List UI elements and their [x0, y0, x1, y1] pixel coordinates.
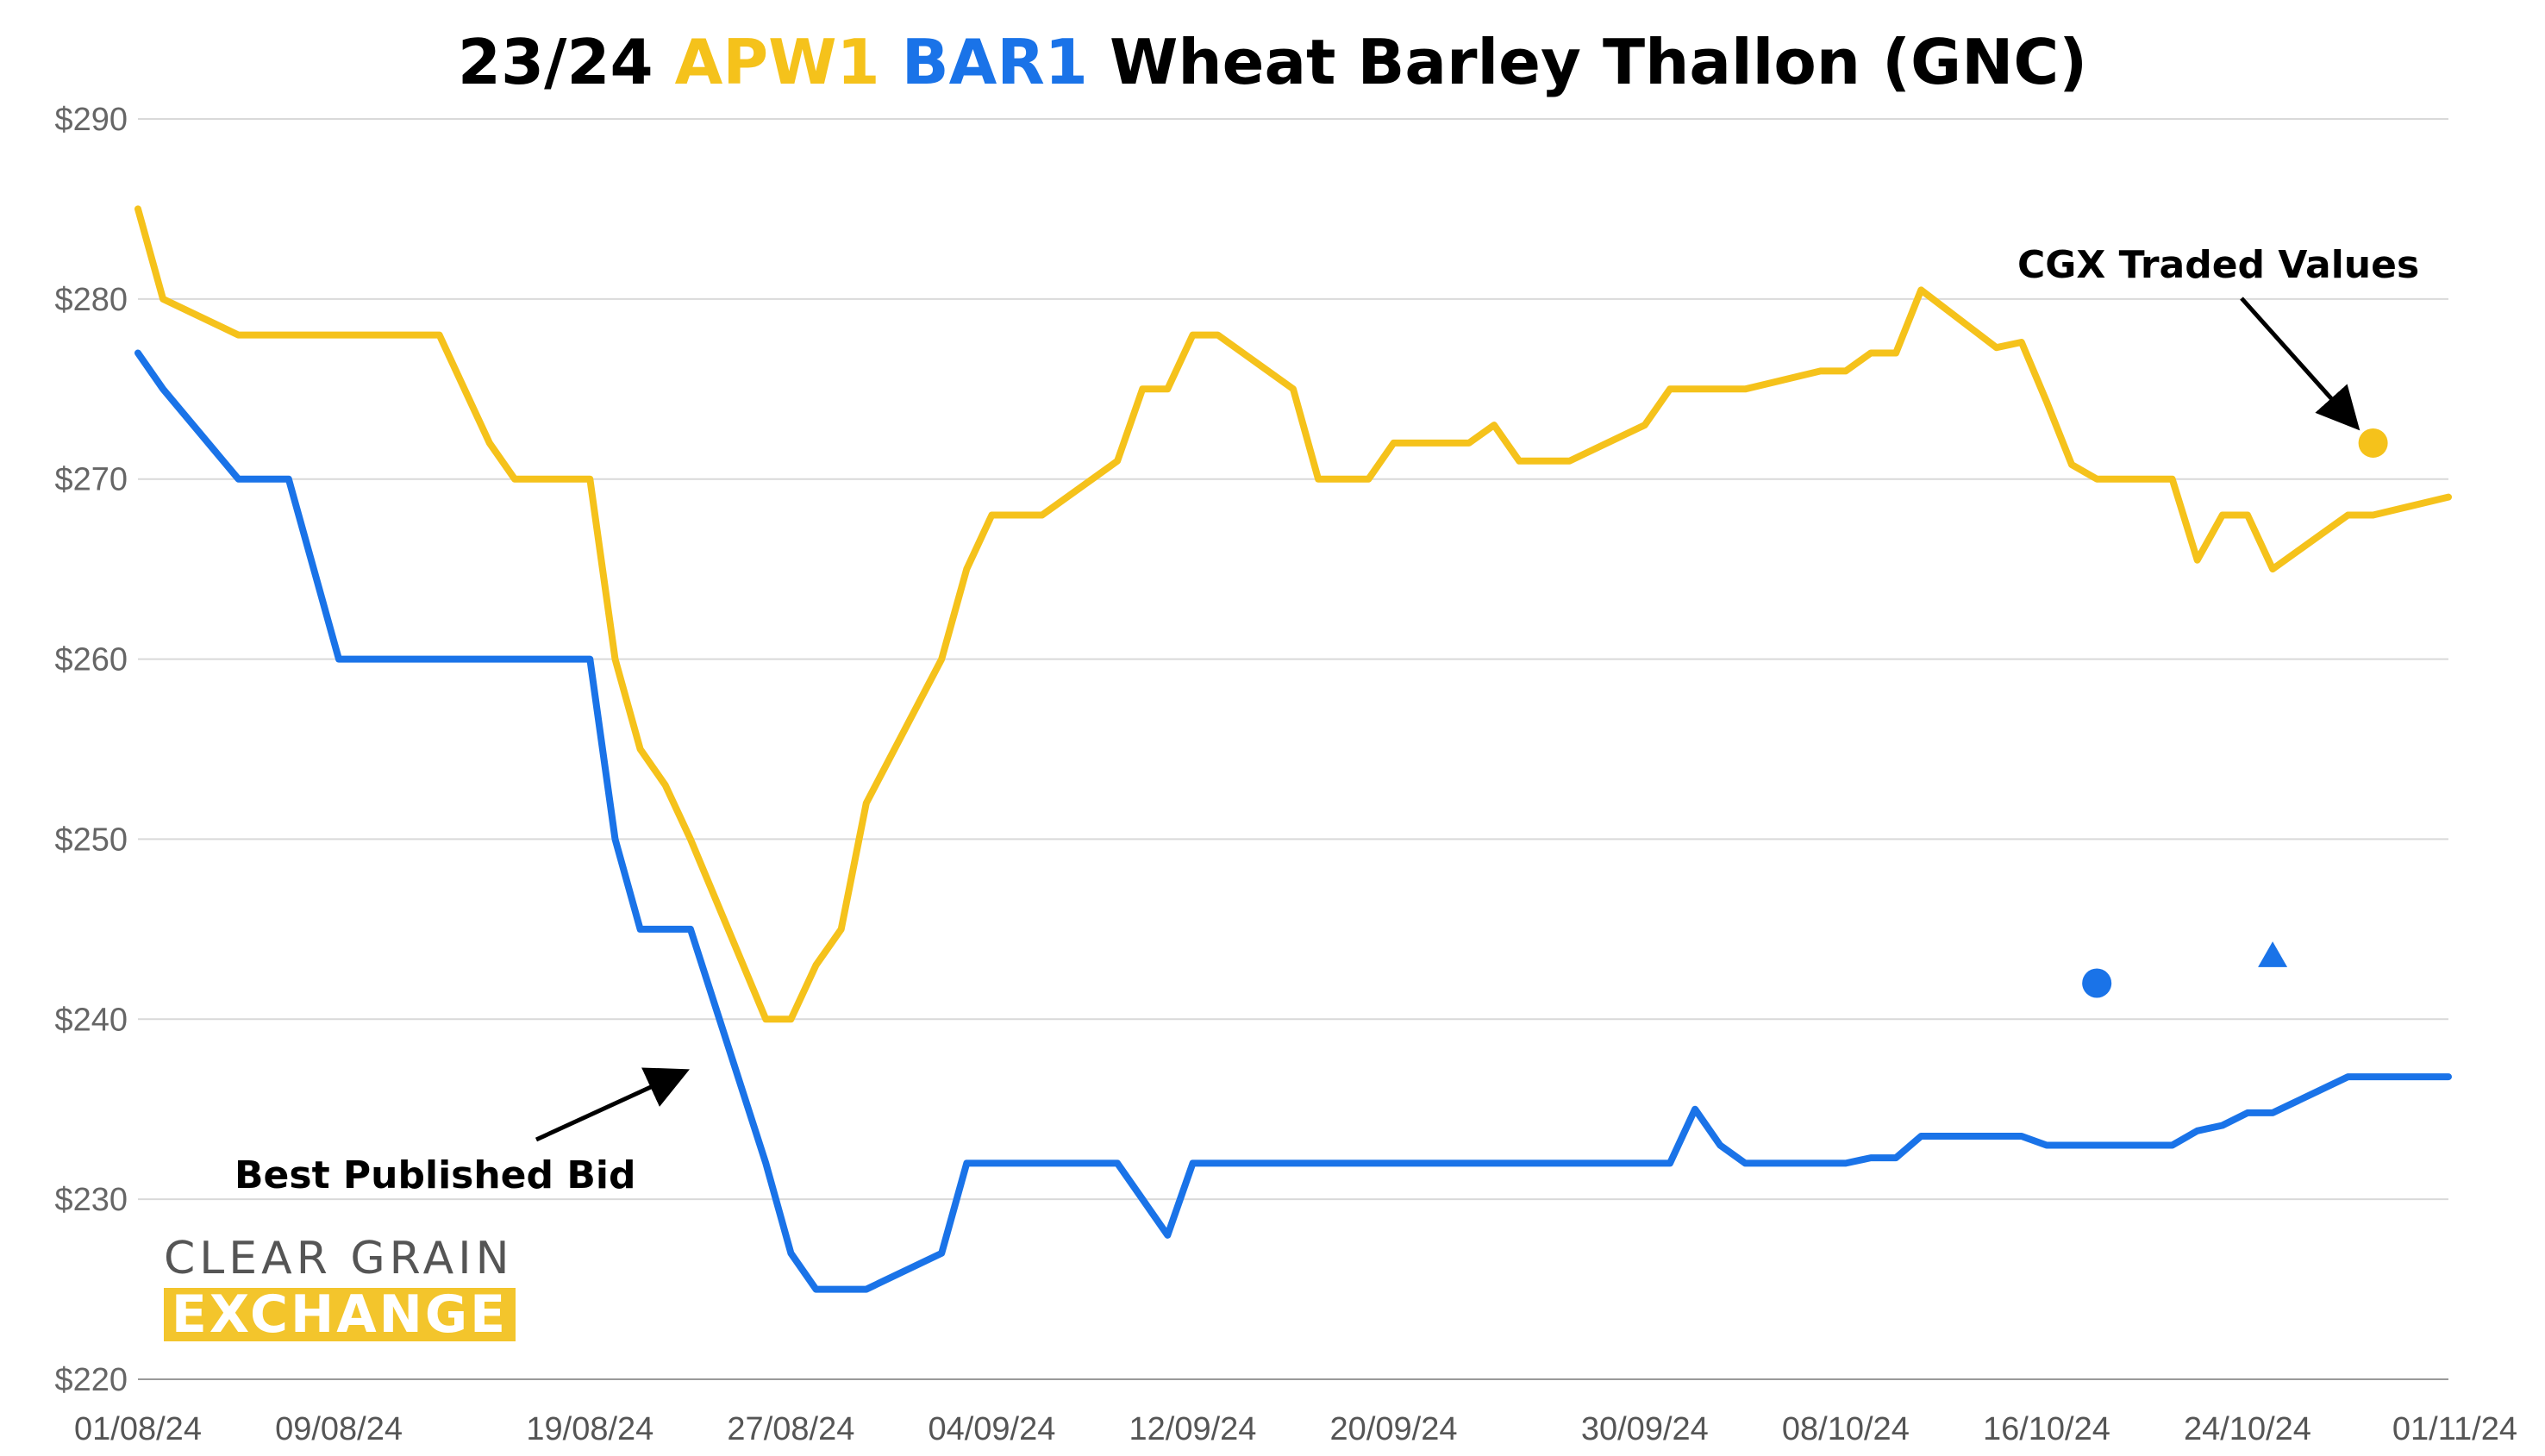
clear-grain-exchange-logo: CLEAR GRAIN EXCHANGE	[164, 1234, 516, 1341]
title-part-1: 23/24	[457, 26, 675, 98]
x-tick-label: 04/09/24	[928, 1411, 1055, 1447]
y-tick-label: $240	[54, 1002, 128, 1038]
annotation-cgx-traded-values: CGX Traded Values	[2017, 243, 2419, 287]
annotation-arrow-best-bid	[535, 1067, 690, 1142]
x-tick-label: 12/09/24	[1129, 1411, 1257, 1447]
y-tick-label: $270	[54, 462, 128, 498]
traded-point-bar1	[2082, 968, 2112, 998]
x-tick-label: 19/08/24	[526, 1411, 653, 1447]
y-tick-label: $250	[54, 822, 128, 858]
logo-line-1: CLEAR GRAIN	[164, 1233, 514, 1284]
y-tick-label: $220	[54, 1362, 128, 1398]
series-line-apw1	[134, 205, 2452, 1023]
y-axis-tick-labels: $220 $230 $240 $250 $260 $270 $280 $290	[54, 102, 128, 1398]
chart-title: 23/24 APW1 BAR1 Wheat Barley Thallon (GN…	[0, 26, 2545, 98]
x-tick-label: 01/11/24	[2392, 1411, 2517, 1447]
x-tick-label: 01/08/24	[74, 1411, 202, 1447]
title-apw1: APW1	[674, 26, 880, 98]
y-tick-label: $230	[54, 1182, 128, 1218]
x-tick-label: 20/09/24	[1330, 1411, 1458, 1447]
traded-value-markers	[2082, 428, 2388, 998]
x-tick-label: 24/10/24	[2184, 1411, 2311, 1447]
title-part-5: Wheat Barley Thallon (GNC)	[1087, 26, 2088, 98]
series-lines	[134, 205, 2452, 1293]
y-tick-label: $280	[54, 282, 128, 318]
x-tick-label: 16/10/24	[1983, 1411, 2110, 1447]
x-tick-label: 08/10/24	[1782, 1411, 1910, 1447]
annotation-best-published-bid: Best Published Bid	[234, 1153, 635, 1197]
annotations: CGX Traded Values Best Published Bid	[234, 243, 2419, 1197]
annotation-arrow-cgx	[2240, 297, 2361, 431]
x-tick-label: 27/08/24	[727, 1411, 854, 1447]
logo-line-2: EXCHANGE	[164, 1288, 516, 1341]
x-axis-tick-labels: 01/08/24 09/08/24 19/08/24 27/08/24 04/09/24…	[74, 1411, 2517, 1447]
x-tick-label: 09/08/24	[275, 1411, 403, 1447]
traded-point-apw1	[2358, 428, 2388, 458]
y-tick-label: $290	[54, 102, 128, 138]
series-line-bar1	[134, 349, 2452, 1293]
y-tick-label: $260	[54, 642, 128, 678]
x-tick-label: 30/09/24	[1581, 1411, 1709, 1447]
traded-point-bar1-triangle	[2258, 941, 2288, 967]
title-bar1: BAR1	[901, 26, 1088, 98]
